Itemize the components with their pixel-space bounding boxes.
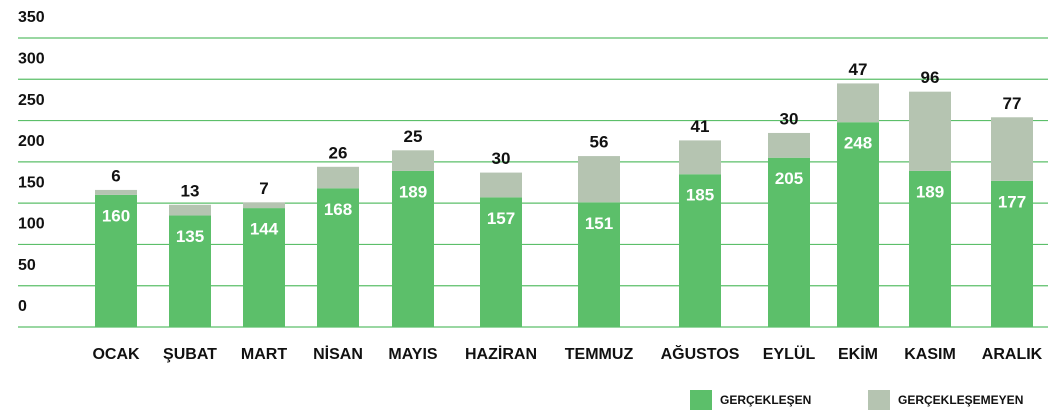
y-tick-label: 250 [18,92,45,109]
bar-segment [768,157,810,327]
value-label: 189 [916,182,944,201]
x-tick-label: TEMMUZ [565,346,634,363]
y-tick-label: 0 [18,298,27,315]
value-label: 30 [780,109,799,128]
value-label: 30 [492,149,511,168]
bar-segment [679,174,721,327]
value-label: 77 [1003,94,1022,113]
x-tick-label: EKİM [838,345,878,363]
bar-segment [95,189,137,195]
bar-segment [991,117,1033,181]
bar-segment [909,91,951,171]
value-label: 248 [844,134,872,153]
value-label: 47 [849,60,868,79]
value-label: 189 [399,182,427,201]
bar-segment [480,172,522,198]
x-tick-label: MART [241,346,287,363]
x-tick-label: EYLÜL [763,344,816,363]
x-tick-label: AĞUSTOS [661,344,740,363]
y-tick-label: 100 [18,216,45,233]
value-label: 13 [181,181,200,200]
legend-swatch [690,390,712,410]
x-tick-label: ARALIK [982,346,1043,363]
legend-label: GERÇEKLEŞEMEYEN [898,393,1023,407]
bar-segment [95,194,137,327]
x-tick-label: OCAK [92,346,140,363]
bar-segment [578,202,620,327]
bar-segment [768,132,810,158]
y-tick-label: 200 [18,133,45,150]
value-label: 177 [998,192,1026,211]
value-label: 144 [250,220,279,239]
value-label: 41 [691,117,710,136]
value-label: 185 [686,186,714,205]
bar-segment [317,166,359,189]
value-label: 205 [775,169,803,188]
value-label: 151 [585,214,613,233]
bar-segment [169,215,211,327]
value-label: 168 [324,200,352,219]
y-tick-label: 350 [18,9,45,26]
bar-segment [169,204,211,216]
bar-segment [991,180,1033,327]
value-label: 96 [921,68,940,87]
bar-segment [317,188,359,327]
bar-segment [392,170,434,327]
value-label: 26 [329,143,348,162]
bar-segment [909,170,951,327]
x-tick-label: KASIM [904,346,956,363]
x-tick-label: HAZİRAN [465,345,537,363]
bar-segment [837,122,879,327]
legend-swatch [868,390,890,410]
y-tick-label: 300 [18,51,45,68]
y-tick-label: 150 [18,174,45,191]
bar-segment [392,150,434,171]
value-label: 135 [176,227,204,246]
bar-segment [679,140,721,175]
y-tick-label: 50 [18,257,36,274]
legend-label: GERÇEKLEŞEN [720,393,811,407]
value-label: 25 [404,127,423,146]
value-label: 6 [111,166,120,185]
bar-segment [578,156,620,203]
value-label: 56 [590,133,609,152]
x-tick-label: ŞUBAT [163,346,217,363]
bar-segment [243,208,285,327]
x-tick-label: MAYIS [388,346,438,363]
x-tick-label: NİSAN [313,345,363,363]
value-label: 160 [102,206,130,225]
bar-segment [243,202,285,209]
value-label: 157 [487,209,515,228]
value-label: 7 [259,179,268,198]
bar-segment [837,83,879,123]
bar-segment [480,197,522,327]
